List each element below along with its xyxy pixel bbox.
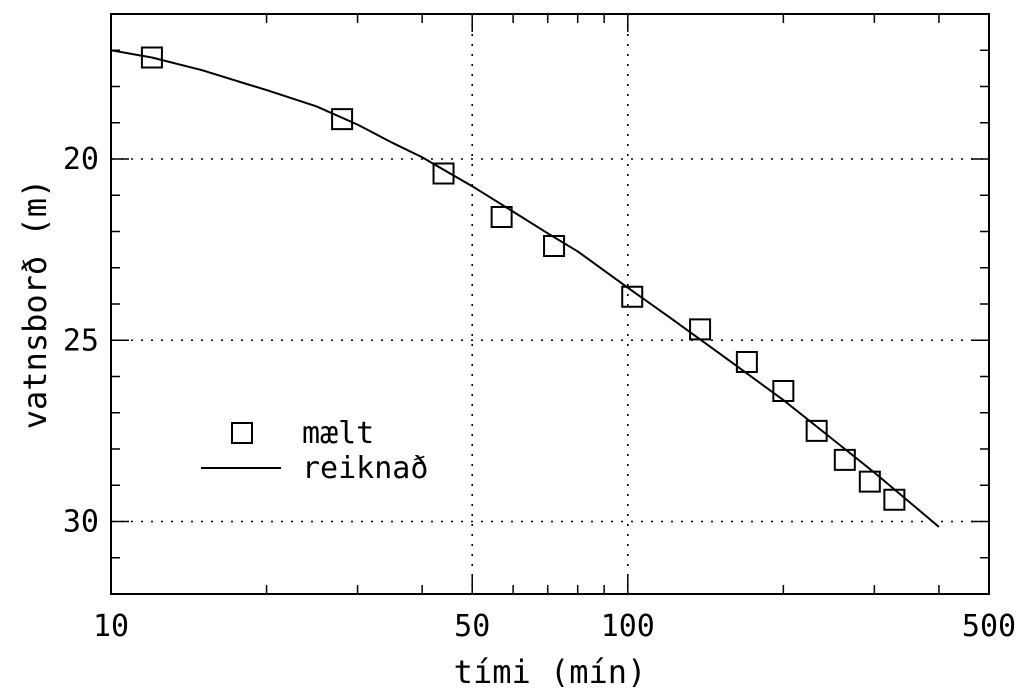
grid-layer	[111, 14, 989, 594]
plot-frame	[110, 13, 990, 595]
legend: mælt reiknað	[201, 416, 428, 486]
data-point-maelt-9	[805, 419, 828, 442]
marker-layer	[140, 46, 906, 511]
data-point-maelt-5	[621, 285, 644, 308]
data-point-maelt-10	[833, 448, 856, 471]
x-axis-label: tími (mín)	[454, 653, 647, 690]
data-point-maelt-3	[490, 206, 513, 228]
y-tick-label-30: 30	[63, 505, 99, 540]
data-point-maelt-8	[772, 380, 795, 402]
data-point-maelt-4	[543, 235, 566, 257]
data-point-maelt-12	[883, 488, 906, 511]
x-tick-label-100: 100	[601, 609, 655, 644]
data-point-maelt-11	[858, 470, 881, 493]
legend-label-computed: reiknað	[302, 451, 428, 486]
curve-layer	[110, 49, 940, 528]
data-point-maelt-0	[140, 46, 163, 69]
data-point-maelt-7	[735, 351, 758, 373]
x-tick-label-500: 500	[962, 609, 1016, 644]
series-line-reiknad	[110, 49, 940, 528]
data-point-maelt-2	[432, 162, 455, 185]
legend-marker-swatch	[231, 422, 253, 444]
data-point-maelt-1	[331, 108, 354, 131]
y-tick-label-25: 25	[63, 323, 99, 358]
legend-label-measured: mælt	[302, 416, 374, 451]
tick-layer: 10 50 100 500 20 25 30	[63, 14, 1016, 644]
y-axis-label: vatnsborð (m)	[16, 179, 54, 429]
data-point-maelt-6	[689, 318, 712, 341]
x-tick-label-50: 50	[454, 609, 490, 644]
x-tick-label-10: 10	[93, 609, 129, 644]
y-tick-label-20: 20	[63, 142, 99, 177]
